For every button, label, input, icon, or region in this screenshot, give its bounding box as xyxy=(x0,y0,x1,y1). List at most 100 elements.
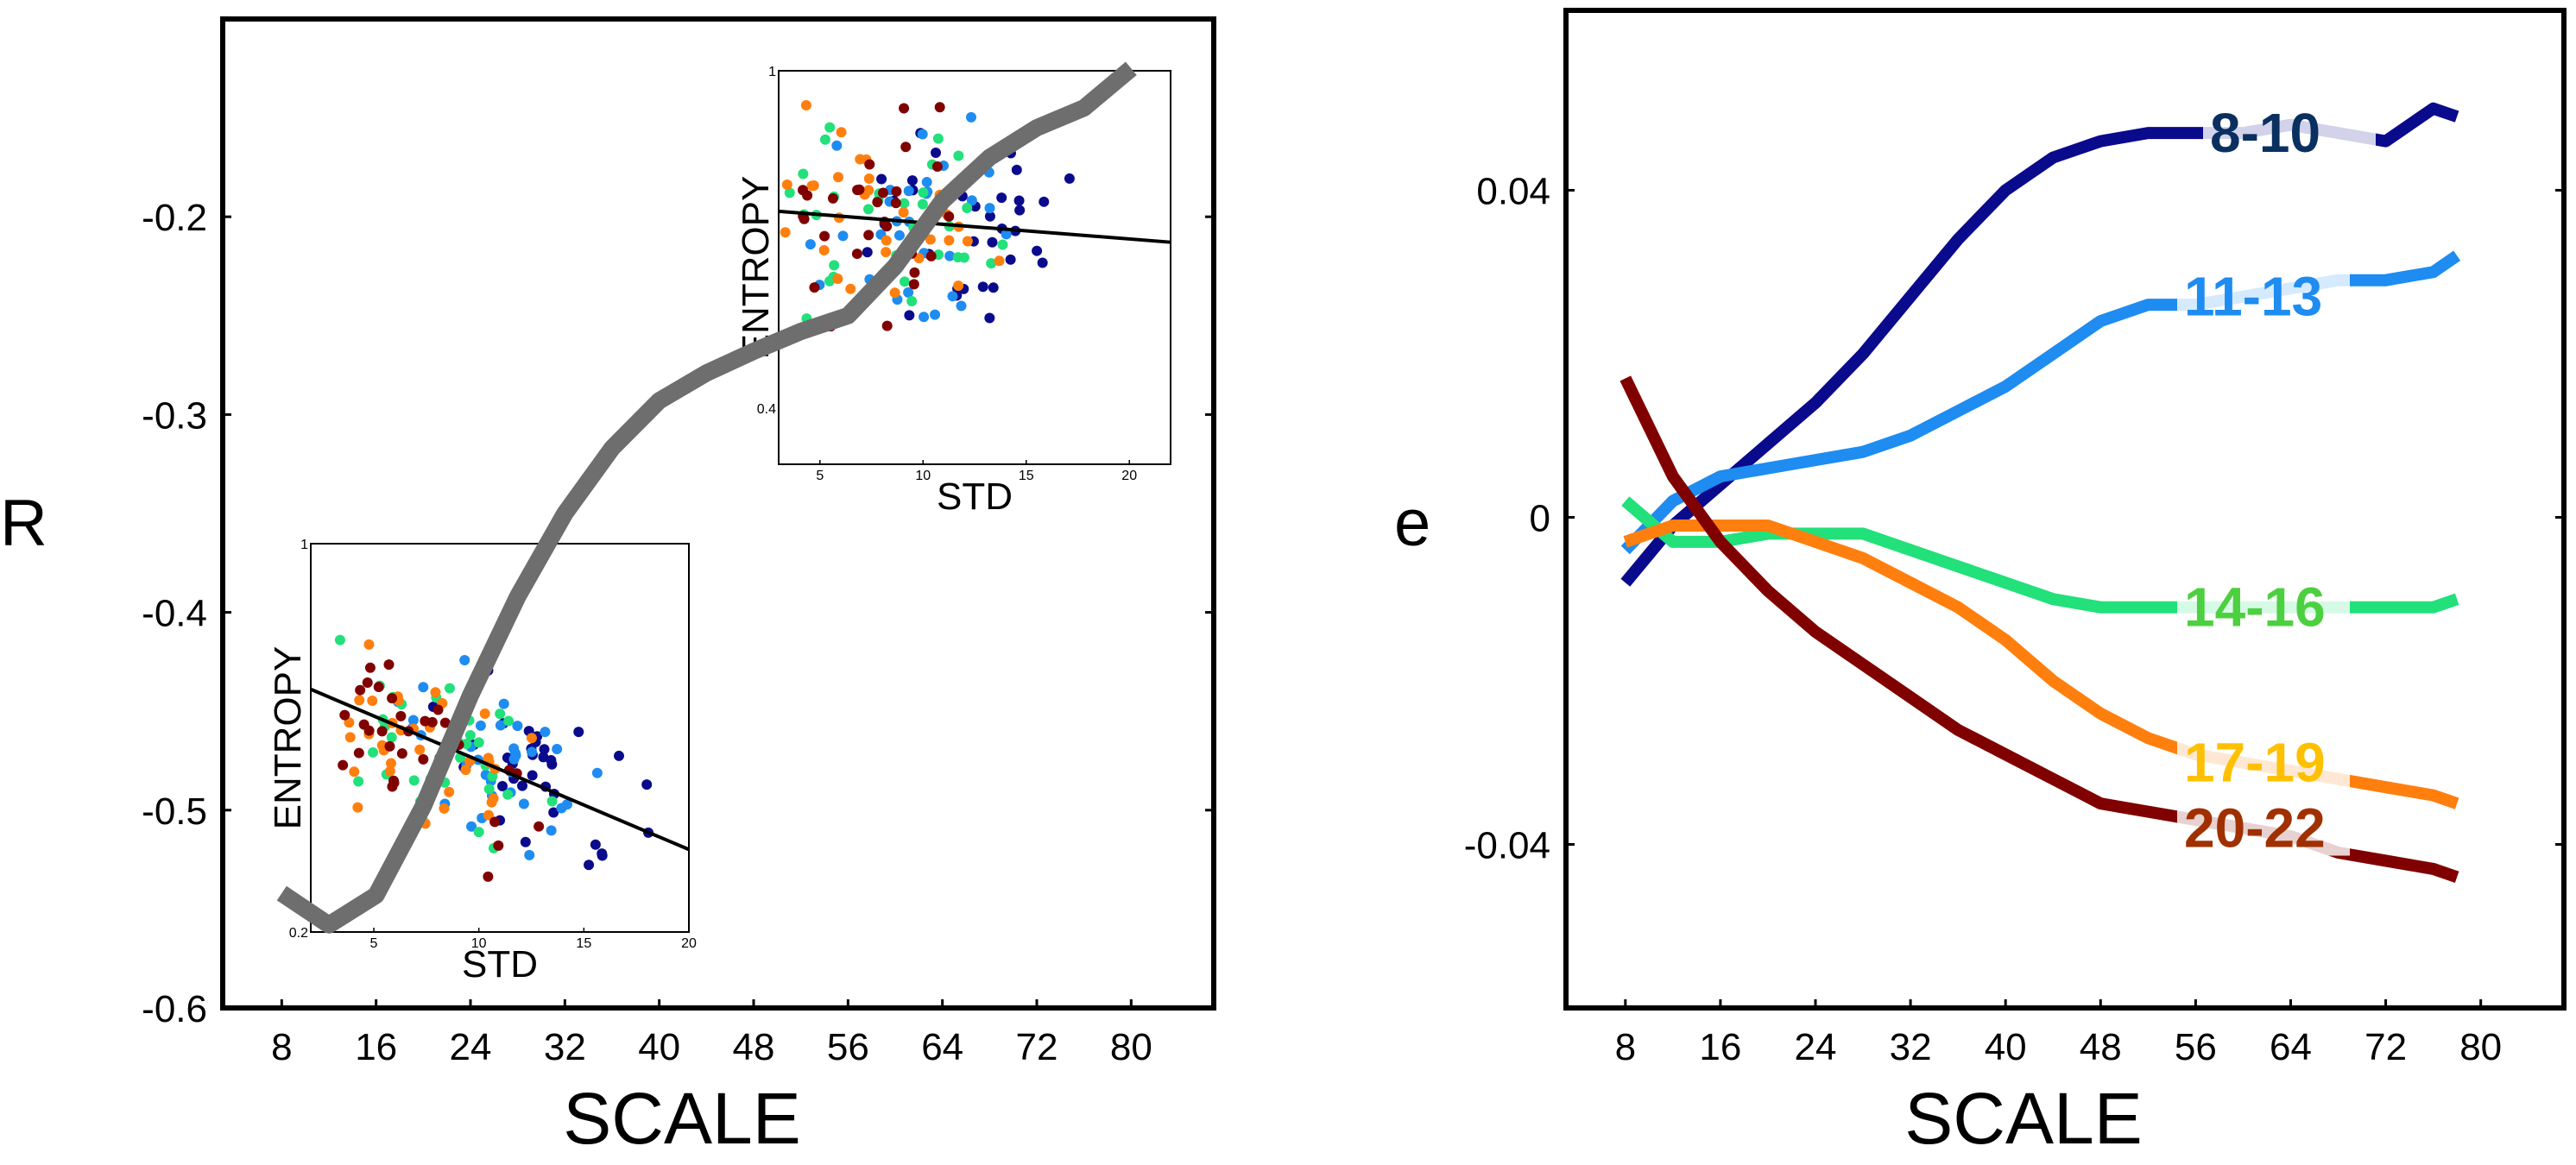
left-y-tick-label: -0.3 xyxy=(142,394,207,437)
inset-scatter-point xyxy=(903,287,914,298)
left-x-axis-label: SCALE xyxy=(563,1078,800,1159)
left-x-tick-label: 32 xyxy=(544,1026,586,1068)
inset-scatter-point xyxy=(517,780,528,791)
inset-scatter-point xyxy=(418,753,429,765)
inset-scatter-point xyxy=(908,279,919,290)
inset-scatter-point xyxy=(344,717,355,728)
inset-scatter-point xyxy=(584,860,595,871)
inset-scatter-point xyxy=(987,236,998,248)
inset-scatter-point xyxy=(430,687,441,698)
inset-scatter-point xyxy=(376,726,388,737)
inset-scatter-point xyxy=(339,709,350,721)
inset-scatter-point xyxy=(459,654,470,665)
inset-scatter-point xyxy=(930,309,941,320)
series-label-17-19: 17-19 xyxy=(2184,732,2326,794)
left-y-axis-label: R xyxy=(0,487,47,560)
inset-scatter-point xyxy=(837,230,849,242)
inset-scatter-point xyxy=(548,807,559,818)
left-series xyxy=(276,61,1137,934)
right-x-axis-label: SCALE xyxy=(1904,1078,2142,1159)
inset-y-axis-label: ENTROPY xyxy=(735,176,777,360)
inset-scatter-point xyxy=(851,249,862,260)
series-label-20-22: 20-22 xyxy=(2184,797,2326,860)
inset-scatter-point xyxy=(483,809,494,821)
right-x-tick-label: 24 xyxy=(1795,1026,1837,1068)
inset-bottom: 5 10 15 20 1 0.2 STD ENTROPY xyxy=(267,538,697,986)
inset-scatter-point xyxy=(475,720,486,731)
inset-scatter-point xyxy=(889,287,900,299)
inset-scatter-point xyxy=(862,204,874,215)
inset-x-tick-label: 5 xyxy=(370,936,378,951)
inset-scatter-point xyxy=(917,198,928,210)
inset-scatter-point xyxy=(364,662,376,673)
inset-scatter-point xyxy=(931,148,942,159)
inset-scatter-point xyxy=(1011,164,1022,175)
inset-scatter-point xyxy=(495,708,506,720)
inset-scatter-point xyxy=(863,185,874,196)
inset-scatter-point xyxy=(526,733,537,744)
inset-scatter-point xyxy=(1032,245,1043,256)
right-y-tick-label: 0.04 xyxy=(1476,170,1550,212)
inset-scatter-point xyxy=(805,239,816,250)
inset-scatter-point xyxy=(965,111,976,123)
inset-scatter-point xyxy=(784,187,795,198)
inset-scatter-point xyxy=(932,133,944,144)
inset-scatter-point xyxy=(527,746,538,758)
inset-scatter-point xyxy=(798,168,809,179)
inset-x-tick-label: 5 xyxy=(816,469,824,483)
inset-scatter-point xyxy=(591,767,603,778)
inset-scatter-point xyxy=(497,780,508,791)
inset-top: 5 10 15 20 1 0.4 STD ENTROPY xyxy=(735,65,1171,518)
left-x-tick-label: 64 xyxy=(921,1026,963,1068)
left-x-tick-label: 24 xyxy=(450,1026,492,1068)
inset-scatter-point xyxy=(395,710,407,721)
inset-scatter-point xyxy=(836,127,847,138)
inset-scatter-point xyxy=(483,784,495,795)
inset-scatter-point xyxy=(573,727,584,738)
left-x-tick-label: 8 xyxy=(271,1026,292,1068)
inset-scatter-point xyxy=(962,236,973,247)
left-panel: 8 16 24 32 40 48 56 64 72 80-0.6-0.5-0.4-0.3-0.2 … xyxy=(0,16,1216,1159)
inset-scatter-point xyxy=(334,634,345,645)
inset-scatter-point xyxy=(353,747,364,759)
left-y-tick-label: -0.2 xyxy=(142,197,207,239)
inset-scatter-point xyxy=(473,737,484,748)
inset-scatter-point xyxy=(539,744,550,755)
inset-scatter-point xyxy=(819,230,830,242)
series-label-bg xyxy=(2177,793,2350,856)
inset-scatter-point xyxy=(918,187,929,198)
inset-scatter-point xyxy=(426,716,438,727)
inset-fit-line xyxy=(778,209,1171,244)
left-x-tick-label: 72 xyxy=(1016,1026,1058,1068)
inset-scatter-point xyxy=(407,715,419,726)
inset-scatter-point xyxy=(881,247,892,258)
inset-scatter-point xyxy=(966,195,977,206)
inset-scatter-point xyxy=(338,759,349,771)
inset-scatter-point xyxy=(363,725,375,736)
inset-scatter-point xyxy=(384,740,395,752)
inset-scatter-point xyxy=(561,799,572,810)
inset-scatter-point xyxy=(827,192,838,204)
inset-scatter-point xyxy=(418,682,429,693)
inset-scatter-point xyxy=(1014,205,1026,216)
series-label-bg xyxy=(2177,727,2350,790)
inset-scatter-point xyxy=(493,840,504,851)
inset-scatter-point xyxy=(590,839,601,850)
left-y-tick-label: -0.6 xyxy=(142,988,207,1030)
inset-scatter-point xyxy=(385,758,396,769)
inset-scatter-point xyxy=(546,796,558,807)
inset-scatter-point xyxy=(355,684,366,696)
inset-scatter-point xyxy=(947,291,958,302)
inset-scatter-point xyxy=(909,267,920,278)
inset-scatter-point xyxy=(986,258,997,269)
series-label-8-10: 8-10 xyxy=(2210,102,2320,164)
inset-scatter-point xyxy=(373,681,384,692)
inset-scatter-point xyxy=(362,677,373,688)
inset-scatter-point xyxy=(508,753,520,765)
inset-scatter-point xyxy=(384,765,395,777)
inset-scatter-point xyxy=(819,134,830,145)
inset-scatter-point xyxy=(781,179,792,190)
inset-fit-line xyxy=(310,687,690,852)
